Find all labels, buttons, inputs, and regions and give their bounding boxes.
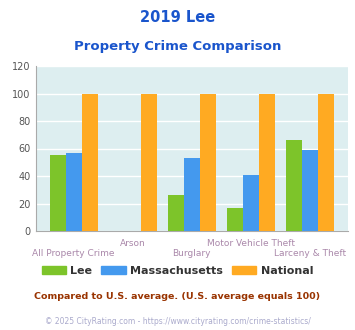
Legend: Lee, Massachusetts, National: Lee, Massachusetts, National	[37, 261, 318, 280]
Bar	[50, 155, 66, 231]
Text: Burglary: Burglary	[173, 249, 211, 258]
Text: © 2025 CityRating.com - https://www.cityrating.com/crime-statistics/: © 2025 CityRating.com - https://www.city…	[45, 317, 310, 326]
Bar	[66, 152, 82, 231]
Text: Motor Vehicle Theft: Motor Vehicle Theft	[207, 239, 295, 248]
Text: Larceny & Theft: Larceny & Theft	[274, 249, 346, 258]
Bar	[200, 93, 215, 231]
Bar	[286, 140, 302, 231]
Text: All Property Crime: All Property Crime	[32, 249, 115, 258]
Text: 2019 Lee: 2019 Lee	[140, 10, 215, 25]
Bar	[243, 175, 259, 231]
Text: Compared to U.S. average. (U.S. average equals 100): Compared to U.S. average. (U.S. average …	[34, 292, 321, 301]
Text: Property Crime Comparison: Property Crime Comparison	[74, 40, 281, 52]
Bar	[302, 150, 318, 231]
Bar	[318, 93, 334, 231]
Bar	[259, 93, 275, 231]
Bar	[168, 195, 184, 231]
Bar	[82, 93, 98, 231]
Bar	[184, 158, 200, 231]
Text: Arson: Arson	[120, 239, 146, 248]
Bar	[227, 208, 243, 231]
Bar	[141, 93, 157, 231]
